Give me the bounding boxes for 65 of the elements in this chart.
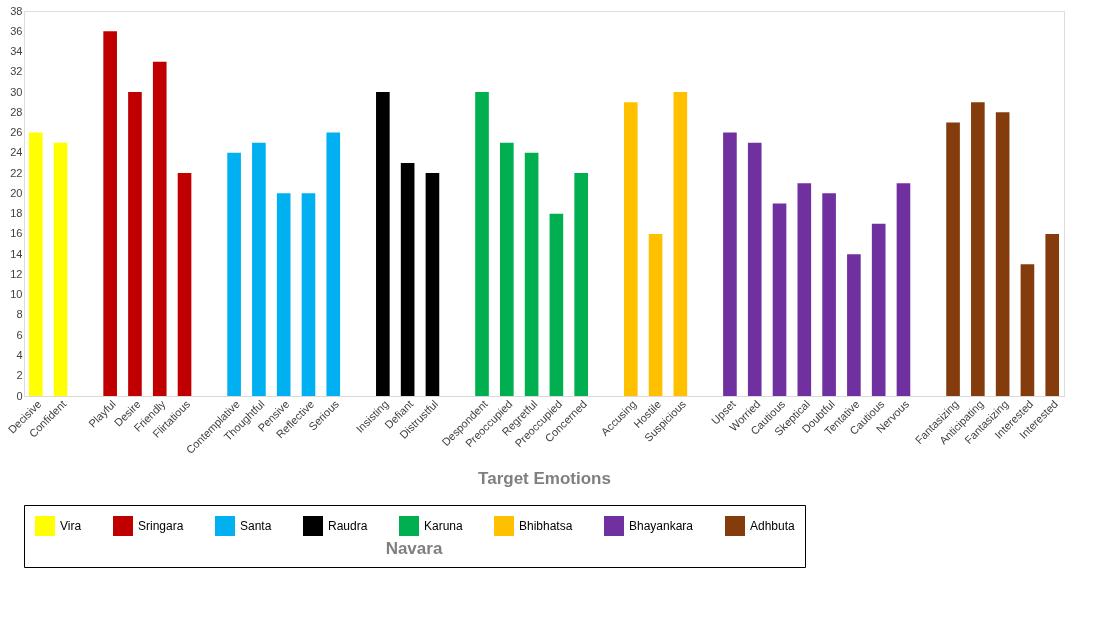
bar	[822, 193, 836, 396]
y-tick-label: 28	[10, 105, 23, 118]
bar	[723, 132, 737, 396]
y-tick-label: 26	[10, 126, 23, 139]
bar	[326, 132, 341, 396]
bar	[549, 213, 564, 396]
bar	[574, 173, 588, 396]
bar	[152, 61, 167, 396]
bar	[772, 203, 787, 396]
bar	[673, 92, 688, 396]
y-tick-label: 30	[10, 85, 23, 98]
bar	[797, 183, 812, 396]
bar	[946, 122, 960, 396]
y-tick-label: 16	[10, 227, 23, 240]
x-axis-title: Target Emotions	[478, 469, 611, 488]
bar	[376, 92, 390, 396]
bar	[623, 102, 638, 396]
bar	[276, 193, 291, 396]
legend-label: Raudra	[328, 519, 368, 533]
bar	[128, 92, 142, 396]
y-tick-label: 0	[16, 389, 23, 402]
legend-label: Bhayankara	[629, 519, 694, 533]
y-tick-label: 18	[10, 207, 23, 220]
bar	[847, 254, 861, 396]
bar	[103, 31, 117, 396]
bar	[53, 142, 68, 396]
y-tick-label: 14	[10, 247, 23, 260]
bar	[28, 132, 43, 396]
bar	[227, 152, 241, 396]
y-tick-label: 4	[16, 348, 23, 361]
bar	[871, 223, 886, 396]
legend-label: Vira	[60, 519, 82, 533]
bar	[177, 173, 192, 396]
legend-title: Navara	[385, 539, 443, 558]
bar	[400, 162, 415, 396]
y-tick-label: 36	[10, 24, 23, 37]
y-tick-label: 6	[16, 328, 23, 341]
legend-label: Santa	[240, 519, 272, 533]
y-tick-label: 2	[16, 369, 23, 382]
bar	[301, 193, 316, 396]
bar	[1020, 264, 1035, 396]
y-tick-label: 34	[10, 45, 23, 58]
bar	[252, 142, 266, 396]
legend-label: Adhbuta	[750, 519, 796, 533]
bar	[425, 173, 440, 396]
bar	[971, 102, 985, 396]
y-tick-label: 22	[10, 166, 23, 179]
bar	[1045, 233, 1060, 396]
legend-label: Sringara	[138, 519, 184, 533]
bar	[896, 183, 911, 396]
bar	[747, 142, 762, 396]
legend-label: Bhibhatsa	[519, 519, 573, 533]
y-tick-label: 20	[10, 186, 23, 199]
bar	[524, 152, 539, 396]
y-tick-label: 38	[10, 4, 23, 17]
bar	[648, 233, 663, 396]
y-tick-label: 8	[16, 308, 23, 321]
y-tick-label: 12	[10, 267, 23, 280]
bar	[995, 112, 1010, 396]
bar	[475, 92, 489, 396]
bar	[500, 142, 514, 396]
legend-label: Karuna	[424, 519, 464, 533]
y-tick-label: 32	[10, 65, 23, 78]
y-tick-label: 10	[10, 288, 23, 301]
y-tick-label: 24	[10, 146, 23, 159]
